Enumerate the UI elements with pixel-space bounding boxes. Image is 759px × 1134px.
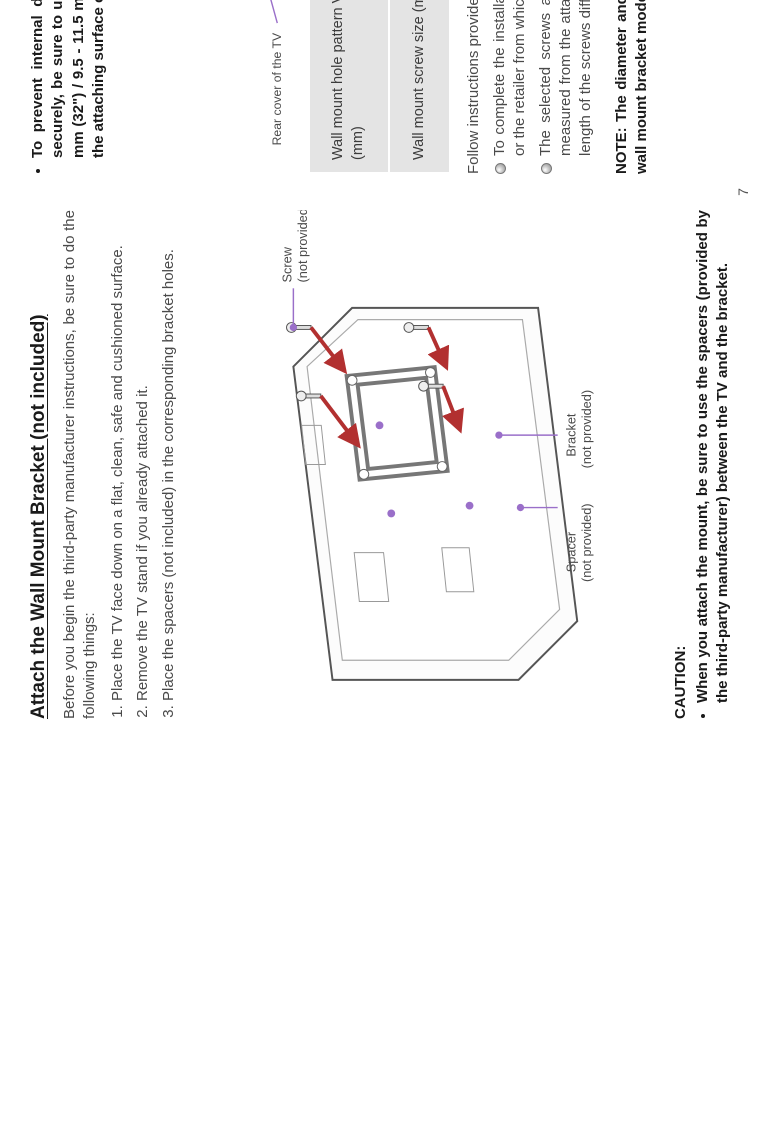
tv-diagram-svg: Screw (not provided) Spacer (not provide… <box>195 210 666 719</box>
note-text: NOTE: The diameter and length of the scr… <box>612 0 652 174</box>
diagram-label-screw-note: (not provided) <box>295 210 310 282</box>
table-cell-label: Wall mount hole pattern VESA (mm) <box>309 0 390 173</box>
intro-text: Before you begin the third-party manufac… <box>60 210 100 719</box>
table-row: Wall mount screw size (mm) M4 (for 32")M… <box>389 0 450 173</box>
steps-list: Place the TV face down on a flat, clean,… <box>108 210 185 719</box>
section-title: Attach the Wall Mount Bracket (not inclu… <box>28 210 50 719</box>
diagram-label-screw: Screw <box>279 246 294 282</box>
caution-item: When you attach the mount, be sure to us… <box>693 210 733 703</box>
diagram-label-bracket-note: (not provided) <box>579 390 594 468</box>
step-item: Remove the TV stand if you already attac… <box>133 210 153 701</box>
rear-cover-label: Rear cover of the TV <box>270 32 284 145</box>
diagram-label-spacer: Spacer <box>563 531 578 572</box>
step-item: Place the spacers (not included) in the … <box>159 210 179 701</box>
spec-table: Wall mount hole pattern VESA (mm) 100 × … <box>308 0 452 174</box>
caution-heading: CAUTION: <box>672 210 689 719</box>
caution-list: When you attach the mount, be sure to us… <box>693 210 733 719</box>
warn-item: To prevent internal damage to the TV and… <box>28 0 110 158</box>
tv-bracket-diagram: Screw (not provided) Spacer (not provide… <box>195 210 666 719</box>
page-number: 7 <box>735 188 751 196</box>
warn-list: To prevent internal damage to the TV and… <box>28 0 124 174</box>
table-cell-label: Wall mount screw size (mm) <box>389 0 450 173</box>
follow-text: Follow instructions provided with the Wa… <box>465 0 482 174</box>
diagram-label-spacer-note: (not provided) <box>579 503 594 581</box>
bullet-item: To complete the installation, please con… <box>490 0 530 174</box>
diagram-label-bracket: Bracket <box>563 413 578 457</box>
bullet-item: The selected screws are 8 - 9.5 mm / 9.5… <box>536 0 596 174</box>
step-item: Place the TV face down on a flat, clean,… <box>108 210 128 701</box>
info-bullets: To complete the installation, please con… <box>490 0 602 174</box>
table-row: Wall mount hole pattern VESA (mm) 100 × … <box>309 0 390 173</box>
screw-cross-section-diagram: 8 - 9.5 mm (32") 9.5 - 11.5 mm (43"/50"/… <box>138 0 298 174</box>
